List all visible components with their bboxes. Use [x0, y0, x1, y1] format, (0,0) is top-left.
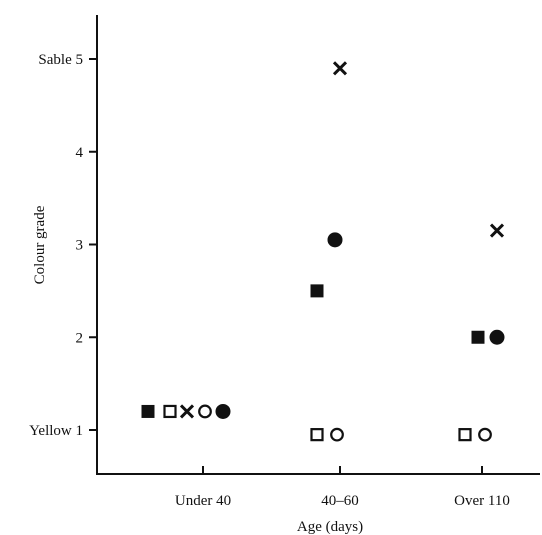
- data-point-filled-circle: [215, 403, 231, 419]
- y-axis-title: Colour grade: [32, 205, 48, 284]
- y-tick-label: Sable 5: [38, 52, 83, 68]
- x-ticks: Under 40 40–60 Over 110: [175, 466, 510, 509]
- x-tick-label: Under 40: [175, 493, 231, 509]
- data-point-cross: [489, 223, 505, 238]
- data-point-open-square: [163, 404, 177, 419]
- data-point-filled-square: [471, 330, 485, 344]
- data-point-filled-circle: [489, 329, 505, 345]
- data-point-open-circle: [478, 427, 492, 442]
- y-ticks: Yellow 1 2 3 4 Sable 5: [29, 52, 97, 439]
- x-axis-title: Age (days): [297, 519, 363, 535]
- x-tick-label: 40–60: [321, 493, 359, 509]
- x-tick-label: Over 110: [454, 493, 510, 509]
- axes: [96, 15, 540, 475]
- y-tick-label: 2: [76, 330, 84, 346]
- data-point-open-circle: [198, 404, 212, 419]
- data-points: [141, 61, 505, 442]
- data-point-filled-circle: [327, 232, 343, 248]
- y-tick-label: 3: [76, 238, 84, 254]
- data-point-filled-square: [310, 284, 324, 298]
- data-point-open-circle: [330, 427, 344, 442]
- y-tick-label: 4: [76, 145, 84, 161]
- data-point-open-square: [458, 428, 472, 442]
- data-point-cross: [179, 404, 195, 419]
- data-point-open-square: [310, 428, 324, 442]
- data-point-cross: [332, 61, 348, 76]
- data-point-filled-square: [141, 404, 155, 418]
- y-tick-label: Yellow 1: [29, 423, 83, 439]
